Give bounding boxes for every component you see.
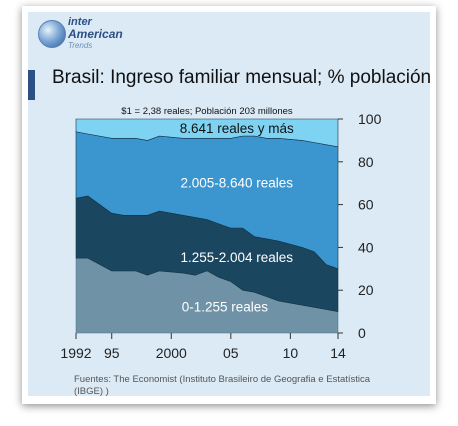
y-tick-label: 100 [358, 111, 382, 127]
x-tick-label: 10 [283, 345, 299, 361]
source-note: Fuentes: The Economist (Instituto Brasil… [74, 374, 371, 397]
area-8641-plus [75, 118, 339, 148]
y-tick-label: 20 [358, 282, 374, 298]
logo-line-2: American [68, 27, 123, 41]
y-tick-label: 80 [358, 154, 374, 170]
area-label: 2.005-8.640 reales [180, 176, 293, 191]
y-tick-label: 60 [358, 197, 374, 213]
area-labels-group: 0-1.255 reales 1.255-2.004 reales 2.005-8.… [180, 121, 294, 314]
globe-icon [38, 20, 66, 48]
x-axis-ticks: 1992 95 2000 05 10 14 [60, 333, 346, 361]
area-label: 1.255-2.004 reales [180, 250, 293, 265]
logo-line-3: Trends [68, 41, 93, 50]
chart-subtitle: $1 = 2,38 reales; Población 203 millones [121, 106, 293, 117]
x-tick-label: 95 [104, 345, 120, 361]
logo-line-1: inter [68, 16, 92, 28]
y-axis-ticks: 0 20 40 60 80 100 [338, 111, 382, 341]
slide-title: Brasil: Ingreso familiar mensual; % pobl… [52, 67, 432, 88]
x-tick-label: 14 [330, 345, 346, 361]
x-tick-label: 1992 [60, 345, 91, 361]
title-accent-bar [28, 70, 35, 100]
y-tick-label: 0 [358, 325, 366, 341]
logo: inter American Trends [38, 14, 168, 54]
area-label: 8.641 reales y más [180, 121, 294, 136]
area-label: 0-1.255 reales [182, 299, 269, 314]
x-tick-label: 2000 [156, 345, 187, 361]
x-tick-label: 05 [223, 345, 239, 361]
y-tick-label: 40 [358, 239, 374, 255]
area-series-group [75, 118, 339, 334]
